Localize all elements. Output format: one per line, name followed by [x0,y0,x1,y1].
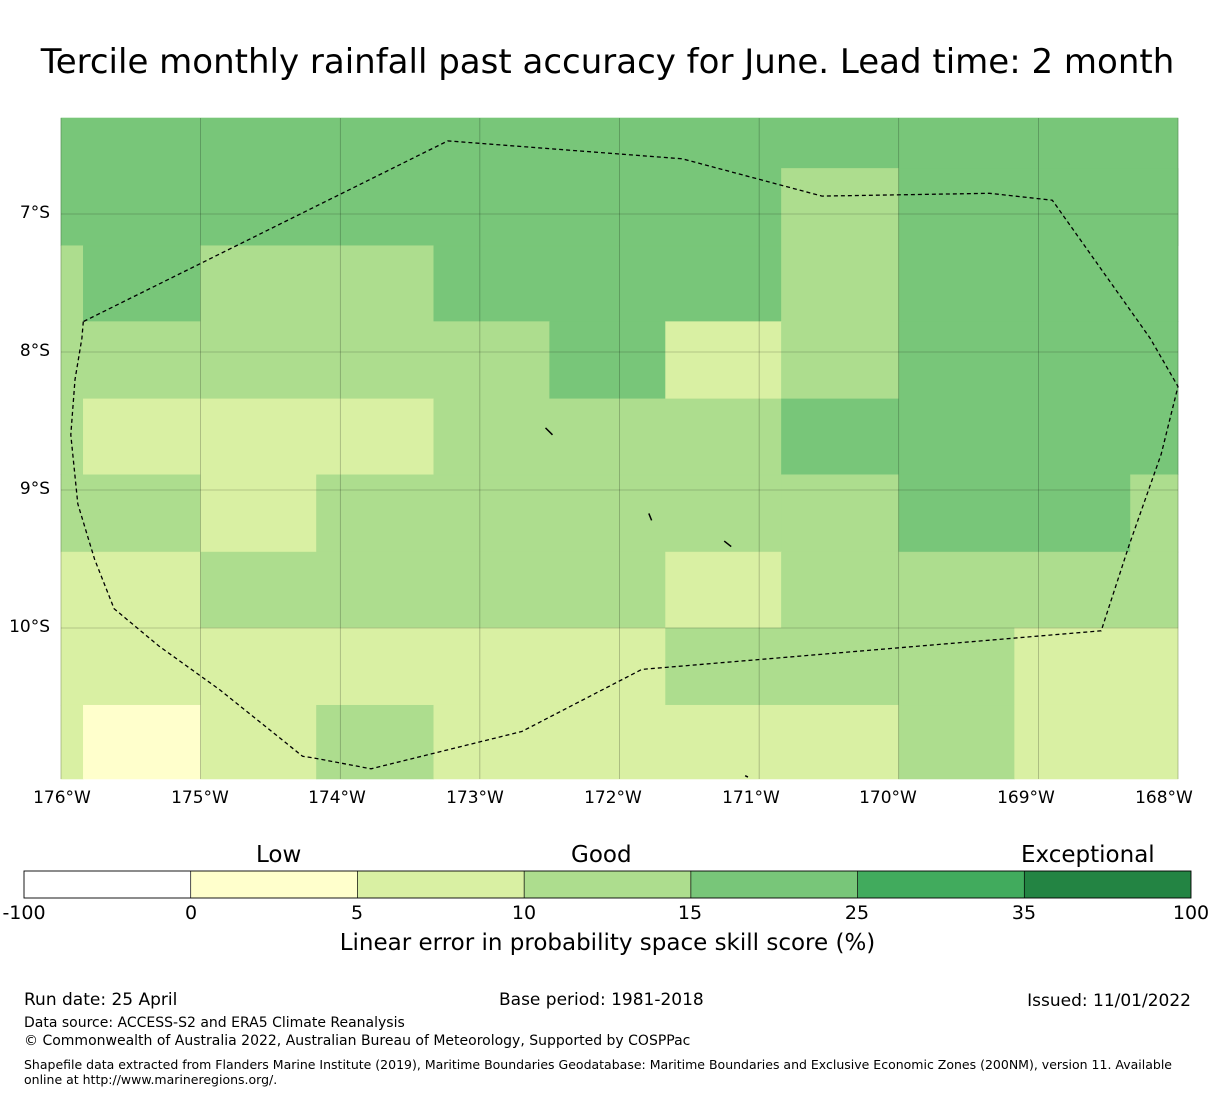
island-shape [648,513,653,521]
lat-label-10s: 10°S [9,617,50,637]
colorbar-tick-5: 5 [350,902,364,924]
skill-cell [1014,704,1179,780]
lon-label-174w: 174°W [308,788,366,808]
skill-cell [781,168,900,322]
skill-cell [60,321,550,400]
lon-label-171w: 171°W [722,788,780,808]
skill-cell [60,398,84,476]
map-title: Tercile monthly rainfall past accuracy f… [40,42,1175,82]
skill-cell [433,398,782,476]
colorbar [23,870,1192,899]
skill-cell [60,245,84,322]
colorbar-segment [690,871,858,898]
skill-cell [83,245,201,322]
run-date: Run date: 25 April [24,990,178,1010]
island-shape [744,774,749,778]
base-period: Base period: 1981-2018 [499,990,704,1010]
skill-cell [433,245,782,322]
lon-label-172w: 172°W [584,788,642,808]
skill-cell [898,168,1179,322]
colorbar-tick-0: 0 [184,902,198,924]
skill-cell [316,474,782,553]
lon-label-170w: 170°W [859,788,917,808]
colorbar-segment [524,871,691,898]
colorbar-segment [357,871,525,898]
lon-label-173w: 173°W [446,788,504,808]
skill-cell [781,551,1179,629]
colorbar-tick-15: 15 [677,902,703,924]
colorbar-tick-100: 100 [1172,902,1210,924]
skill-cell [781,474,900,553]
skill-cell [83,398,435,476]
colorbar-tick-35: 35 [1011,902,1037,924]
skill-cell [1130,474,1179,553]
skill-cell [316,704,435,780]
category-exceptional: Exceptional [1021,842,1155,868]
skill-cell [898,704,1015,780]
skill-cells-layer [60,117,1179,780]
skill-cell [60,627,666,706]
skill-cell [200,551,666,629]
skill-cell [433,704,900,780]
category-good: Good [571,842,632,868]
lat-label-9s: 9°S [19,479,50,499]
skill-cell [898,321,1179,400]
colorbar-segment [190,871,358,898]
data-source: Data source: ACCESS-S2 and ERA5 Climate … [24,1015,405,1031]
skill-cell [200,245,435,322]
skill-cell [781,398,1179,476]
colorbar-tick-minus100: -100 [2,902,46,924]
lon-label-175w: 175°W [171,788,229,808]
colorbar-outline [23,870,1192,899]
skill-cell [1014,627,1179,706]
colorbar-segment [857,871,1025,898]
lat-label-7s: 7°S [19,203,50,223]
copyright: © Commonwealth of Australia 2022, Austra… [24,1033,691,1049]
islands-layer [544,427,749,778]
skill-cell [60,474,201,553]
issued-date: Issued: 11/01/2022 [1027,991,1191,1011]
skill-cell [665,551,782,629]
skill-cell [549,321,666,400]
category-low: Low [256,842,302,868]
skill-cell [665,321,782,400]
colorbar-segment [1024,871,1191,898]
eez-boundary-layer [70,140,1179,770]
island-shape [544,427,554,436]
lon-label-176w: 176°W [33,788,91,808]
colorbar-tick-10: 10 [511,902,537,924]
colorbar-title: Linear error in probability space skill … [339,930,876,956]
skill-cell [898,474,1131,553]
graticule-layer [60,118,1179,779]
skill-cell [60,551,201,629]
skill-cell [200,474,317,553]
skill-cell [60,704,84,780]
lat-label-8s: 8°S [19,341,50,361]
lon-label-169w: 169°W [997,788,1055,808]
skill-cell [781,321,900,400]
shapefile-note: Shapefile data extracted from Flanders M… [24,1057,1172,1087]
colorbar-tick-25: 25 [844,902,870,924]
skill-cell [200,704,317,780]
lon-label-168w: 168°W [1135,788,1193,808]
skill-cell [665,627,1015,706]
colorbar-segment [24,871,191,898]
island-shape [723,540,732,548]
eez-boundary-line [70,140,1179,770]
skill-cell [83,704,201,780]
